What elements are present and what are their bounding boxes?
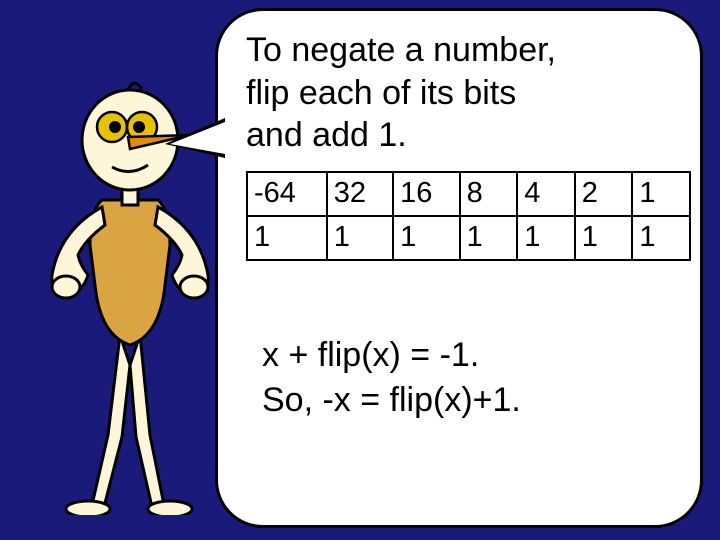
speech-bubble-tail	[170, 122, 225, 154]
table-cell: 1	[632, 216, 690, 260]
table-cell: 2	[575, 172, 633, 216]
table-row: 1 1 1 1 1 1 1	[247, 216, 690, 260]
table-cell: 1	[632, 172, 690, 216]
bit-table: -64 32 16 8 4 2 1 1 1 1 1 1 1 1	[246, 171, 691, 261]
speech-bubble: To negate a number, flip each of its bit…	[215, 8, 703, 528]
equations-block: x + flip(x) = -1. So, -x = flip(x)+1.	[246, 333, 672, 425]
table-cell: 4	[517, 172, 575, 216]
table-cell: 1	[327, 216, 393, 260]
table-cell: 32	[327, 172, 393, 216]
equation-line-1: x + flip(x) = -1.	[262, 333, 672, 379]
headline-line-3: and add 1.	[246, 116, 407, 154]
table-cell: 1	[393, 216, 459, 260]
table-row: -64 32 16 8 4 2 1	[247, 172, 690, 216]
table-cell: 1	[575, 216, 633, 260]
headline-line-1: To negate a number,	[246, 31, 556, 69]
table-cell: -64	[247, 172, 327, 216]
equation-line-2: So, -x = flip(x)+1.	[262, 378, 672, 424]
headline-line-2: flip each of its bits	[246, 74, 516, 112]
headline-text: To negate a number, flip each of its bit…	[246, 29, 672, 157]
table-cell: 1	[460, 216, 518, 260]
table-cell: 1	[247, 216, 327, 260]
table-cell: 8	[460, 172, 518, 216]
table-cell: 16	[393, 172, 459, 216]
table-cell: 1	[517, 216, 575, 260]
